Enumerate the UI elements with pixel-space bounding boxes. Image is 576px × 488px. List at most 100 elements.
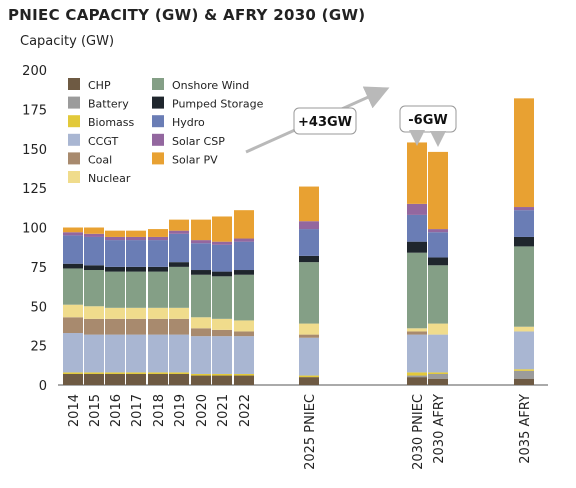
bar-biomass-1 (84, 372, 104, 374)
bar-onshore-wind-2 (105, 271, 125, 308)
bar-solar-csp-6 (191, 240, 211, 244)
legend-swatch-0 (68, 78, 80, 90)
bar-coal-3 (126, 318, 146, 335)
legend-swatch-4 (68, 152, 80, 165)
bar-pumped-storage-4 (148, 266, 168, 272)
bar-hydro-5 (169, 233, 189, 263)
bar-biomass-2 (105, 372, 125, 374)
bar-chp-4 (148, 373, 168, 385)
bar-chp-11 (428, 378, 448, 385)
legend-label-8: Hydro (172, 116, 205, 129)
bar-hydro-7 (212, 244, 232, 272)
bar-pumped-storage-6 (191, 270, 211, 275)
x-tick-label-5: 2019 (173, 394, 188, 427)
bar-chp-9 (299, 377, 319, 385)
bar-nuclear-4 (148, 307, 168, 319)
bar-pumped-storage-3 (126, 266, 146, 272)
bar-pumped-storage-9 (299, 255, 319, 263)
bar-nuclear-0 (63, 304, 83, 318)
bar-solar-pv-8 (234, 210, 254, 239)
bar-solar-pv-12 (514, 98, 534, 208)
bar-biomass-5 (169, 372, 189, 374)
bar-onshore-wind-8 (234, 274, 254, 321)
bar-onshore-wind-4 (148, 271, 168, 308)
bar-solar-pv-10 (407, 142, 427, 204)
legend-swatch-6 (152, 78, 164, 90)
legend-background (62, 72, 278, 184)
legend-label-5: Nuclear (88, 172, 131, 185)
bar-solar-csp-1 (84, 233, 104, 237)
bar-ccgt-0 (63, 333, 83, 373)
bar-chp-12 (514, 378, 534, 385)
bar-solar-csp-10 (407, 203, 427, 215)
bar-solar-csp-3 (126, 236, 146, 241)
bar-layer: 2014 2015 2016 2017 2018 2019 2020 2021 2022 2025… (63, 98, 534, 470)
bar-biomass-10 (407, 372, 427, 376)
bar-chp-5 (169, 373, 189, 385)
bar-onshore-wind-6 (191, 274, 211, 318)
bar-coal-1 (84, 318, 104, 335)
bar-pumped-storage-10 (407, 241, 427, 253)
bar-pumped-storage-11 (428, 257, 448, 266)
bar-hydro-11 (428, 232, 448, 258)
legend-label-4: Coal (88, 153, 112, 166)
bar-nuclear-7 (212, 318, 232, 330)
bar-hydro-12 (514, 210, 534, 237)
bar-pumped-storage-0 (63, 263, 83, 269)
bar-solar-pv-3 (126, 230, 146, 237)
bar-pumped-storage-12 (514, 236, 534, 247)
bar-ccgt-12 (514, 331, 534, 370)
bar-chp-1 (84, 373, 104, 385)
bar-biomass-9 (299, 375, 319, 378)
bar-onshore-wind-3 (126, 271, 146, 308)
bar-chp-7 (212, 375, 232, 385)
bar-biomass-7 (212, 373, 232, 376)
bar-solar-csp-0 (63, 232, 83, 236)
bar-nuclear-9 (299, 323, 319, 335)
bar-solar-csp-4 (148, 236, 168, 241)
y-tick-label-4: 100 (22, 222, 47, 237)
x-tick-label-1: 2015 (88, 394, 103, 427)
bar-solar-pv-1 (84, 227, 104, 234)
x-tick-label-6: 2020 (195, 394, 210, 427)
bar-nuclear-10 (407, 328, 427, 332)
legend-swatch-1 (68, 96, 80, 109)
x-tick-label-12: 2035 AFRY (518, 394, 533, 464)
bar-hydro-8 (234, 241, 254, 271)
bar-biomass-11 (428, 372, 448, 374)
bar-coal-5 (169, 318, 189, 335)
bar-onshore-wind-7 (212, 276, 232, 319)
bar-solar-csp-8 (234, 238, 254, 242)
y-tick-label-0: 0 (39, 379, 47, 394)
bar-ccgt-7 (212, 336, 232, 374)
bar-hydro-3 (126, 240, 146, 267)
bar-solar-pv-4 (148, 229, 168, 237)
bar-hydro-1 (84, 236, 104, 266)
legend-label-9: Solar CSP (172, 135, 225, 148)
bar-chp-6 (191, 375, 211, 385)
bar-solar-pv-7 (212, 216, 232, 242)
x-tick-label-3: 2017 (130, 394, 145, 427)
bar-solar-csp-7 (212, 241, 232, 245)
bar-hydro-4 (148, 240, 168, 267)
bar-biomass-6 (191, 373, 211, 376)
bar-nuclear-2 (105, 307, 125, 319)
bar-pumped-storage-2 (105, 266, 125, 272)
bar-solar-pv-5 (169, 219, 189, 231)
y-tick-label-5: 125 (22, 182, 47, 197)
bar-onshore-wind-5 (169, 266, 189, 308)
bar-ccgt-8 (234, 336, 254, 374)
bar-ccgt-3 (126, 334, 146, 373)
bar-solar-csp-5 (169, 230, 189, 234)
y-tick-label-7: 175 (22, 103, 47, 118)
bar-battery-12 (514, 370, 534, 379)
y-tick-label-3: 75 (30, 261, 47, 276)
bar-onshore-wind-9 (299, 262, 319, 324)
legend-swatch-7 (152, 96, 164, 109)
bar-coal-4 (148, 318, 168, 335)
bar-ccgt-6 (191, 336, 211, 374)
bar-onshore-wind-10 (407, 252, 427, 329)
bar-solar-pv-2 (105, 230, 125, 237)
annotation-increase: +43GW (298, 115, 352, 130)
bar-solar-csp-2 (105, 236, 125, 241)
